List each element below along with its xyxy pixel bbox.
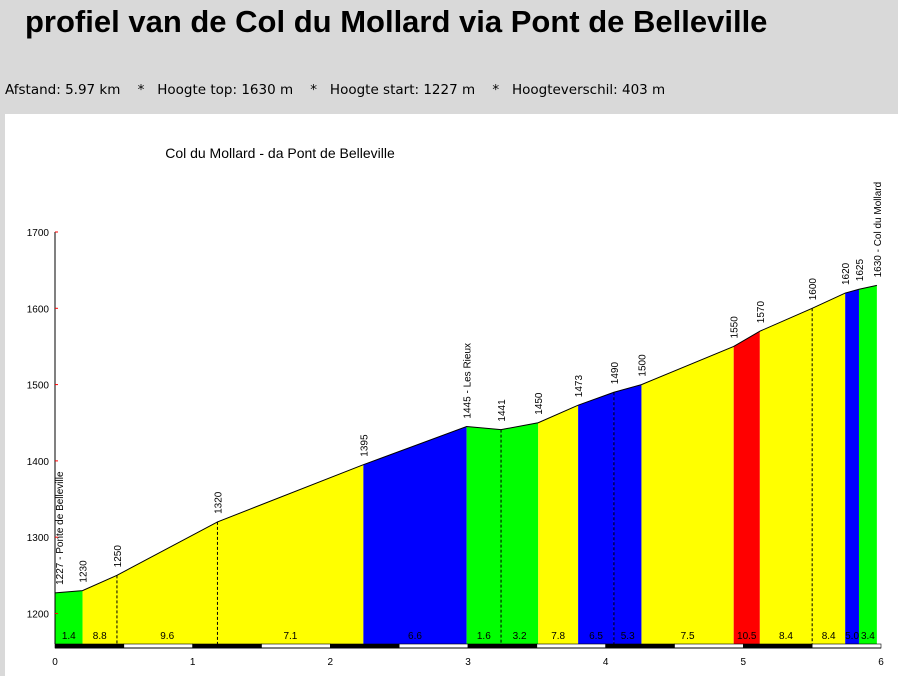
gradient-label: 3.4 (861, 631, 875, 642)
gradient-label: 9.6 (160, 631, 174, 642)
gradient-label: 1.6 (477, 631, 491, 642)
y-tick-label: 1200 (27, 609, 50, 620)
separator: * (137, 82, 145, 98)
distance-bar-block (743, 643, 813, 649)
stats-bar: Afstand: 5.97 km * Hoogte top: 1630 m * … (5, 82, 665, 98)
elevation-label: 1500 (637, 354, 648, 377)
distance-bar-block (261, 643, 331, 649)
gradient-segment (538, 405, 579, 644)
y-tick-label: 1600 (27, 304, 50, 315)
elevation-label: 1450 (534, 392, 545, 415)
elevation-label: 1227 - Ponte de Belleville (55, 471, 66, 585)
elevation-label: 1550 (730, 316, 741, 339)
distance-bar-block (398, 643, 469, 649)
elevation-label: 1630 - Col du Mollard (873, 182, 884, 278)
elevation-label: 1395 (359, 434, 370, 457)
elevation-label: 1570 (756, 301, 767, 324)
gradient-segment (217, 464, 364, 644)
distance-label: Afstand: (5, 82, 61, 98)
elevation-label: 1230 (79, 560, 90, 583)
x-tick-label: 5 (741, 657, 747, 668)
gradient-label: 8.4 (822, 631, 836, 642)
elevation-label: 1441 (497, 399, 508, 422)
gradient-segment (82, 575, 117, 644)
distance-bar-block (192, 643, 262, 649)
gradient-segment (858, 285, 877, 644)
gradient-label: 6.6 (408, 631, 422, 642)
distance-bar-block (811, 643, 882, 649)
x-tick-label: 1 (190, 657, 196, 668)
gradient-label: 8.8 (93, 631, 107, 642)
distance-bar-block (467, 643, 538, 649)
distance-bar-block (674, 643, 744, 649)
x-tick-label: 3 (465, 657, 471, 668)
gradient-segment (812, 293, 846, 644)
elevation-label: 1600 (808, 278, 819, 301)
gradient-segment (613, 384, 642, 644)
gradient-segment (578, 392, 614, 644)
y-tick-label: 1300 (27, 533, 50, 544)
y-tick-label: 1500 (27, 381, 50, 392)
gradient-label: 1.4 (62, 631, 76, 642)
gradient-label: 5.3 (621, 631, 635, 642)
top-height-value: 1630 m (241, 82, 294, 98)
gradient-segment (363, 426, 467, 644)
height-diff-value: 403 m (622, 82, 666, 98)
distance-bar-block (54, 643, 125, 649)
distance-bar-block (123, 643, 193, 649)
distance-bar-block (330, 643, 400, 649)
chart-panel: Col du Mollard - da Pont de Belleville 1.… (5, 114, 898, 676)
elevation-profile-chart: Col du Mollard - da Pont de Belleville 1.… (27, 145, 884, 668)
chart-title: Col du Mollard - da Pont de Belleville (165, 145, 395, 161)
profile-line (54, 284, 877, 594)
x-tick-label: 2 (328, 657, 334, 668)
start-height-value: 1227 m (423, 82, 476, 98)
gradient-label: 7.8 (551, 631, 565, 642)
height-diff-label: Hoogteverschil: (511, 82, 618, 98)
gradient-label: 7.5 (681, 631, 695, 642)
start-height-label: Hoogte start: (329, 82, 420, 98)
top-height-label: Hoogte top: (157, 82, 238, 98)
gradient-label: 8.4 (779, 631, 793, 642)
elevation-label: 1620 (841, 262, 852, 285)
separator: * (492, 82, 500, 98)
elevation-label: 1320 (213, 491, 224, 514)
y-tick-label: 1700 (27, 228, 50, 239)
distance-bar-block (605, 643, 675, 649)
x-tick-label: 0 (52, 657, 58, 668)
gradient-segment (759, 308, 813, 644)
distance-value: 5.97 km (65, 82, 121, 98)
elevation-label: 1250 (113, 545, 124, 568)
page-title: profiel van de Col du Mollard via Pont d… (25, 4, 768, 39)
x-tick-label: 4 (603, 657, 609, 668)
gradient-segment (501, 422, 539, 644)
gradient-segment (466, 426, 502, 644)
x-tick-label: 6 (878, 657, 884, 668)
gradient-segment (733, 331, 760, 644)
elevation-label: 1445 - Les Rieux (463, 343, 474, 419)
gradient-label: 3.2 (513, 631, 527, 642)
gradient-label: 7.1 (283, 631, 297, 642)
separator: * (310, 82, 318, 98)
gradient-segment (845, 289, 859, 644)
gradient-segment (55, 590, 83, 644)
elevation-label: 1490 (610, 362, 621, 385)
gradient-segment (641, 346, 734, 644)
y-tick-label: 1400 (27, 457, 50, 468)
gradient-label: 5.0 (845, 631, 859, 642)
elevation-label: 1473 (574, 375, 585, 398)
distance-bar-block (536, 643, 606, 649)
gradient-segment (116, 521, 218, 644)
gradient-label: 6.5 (589, 631, 603, 642)
elevation-label: 1625 (855, 259, 866, 282)
gradient-label: 10.5 (737, 631, 757, 642)
